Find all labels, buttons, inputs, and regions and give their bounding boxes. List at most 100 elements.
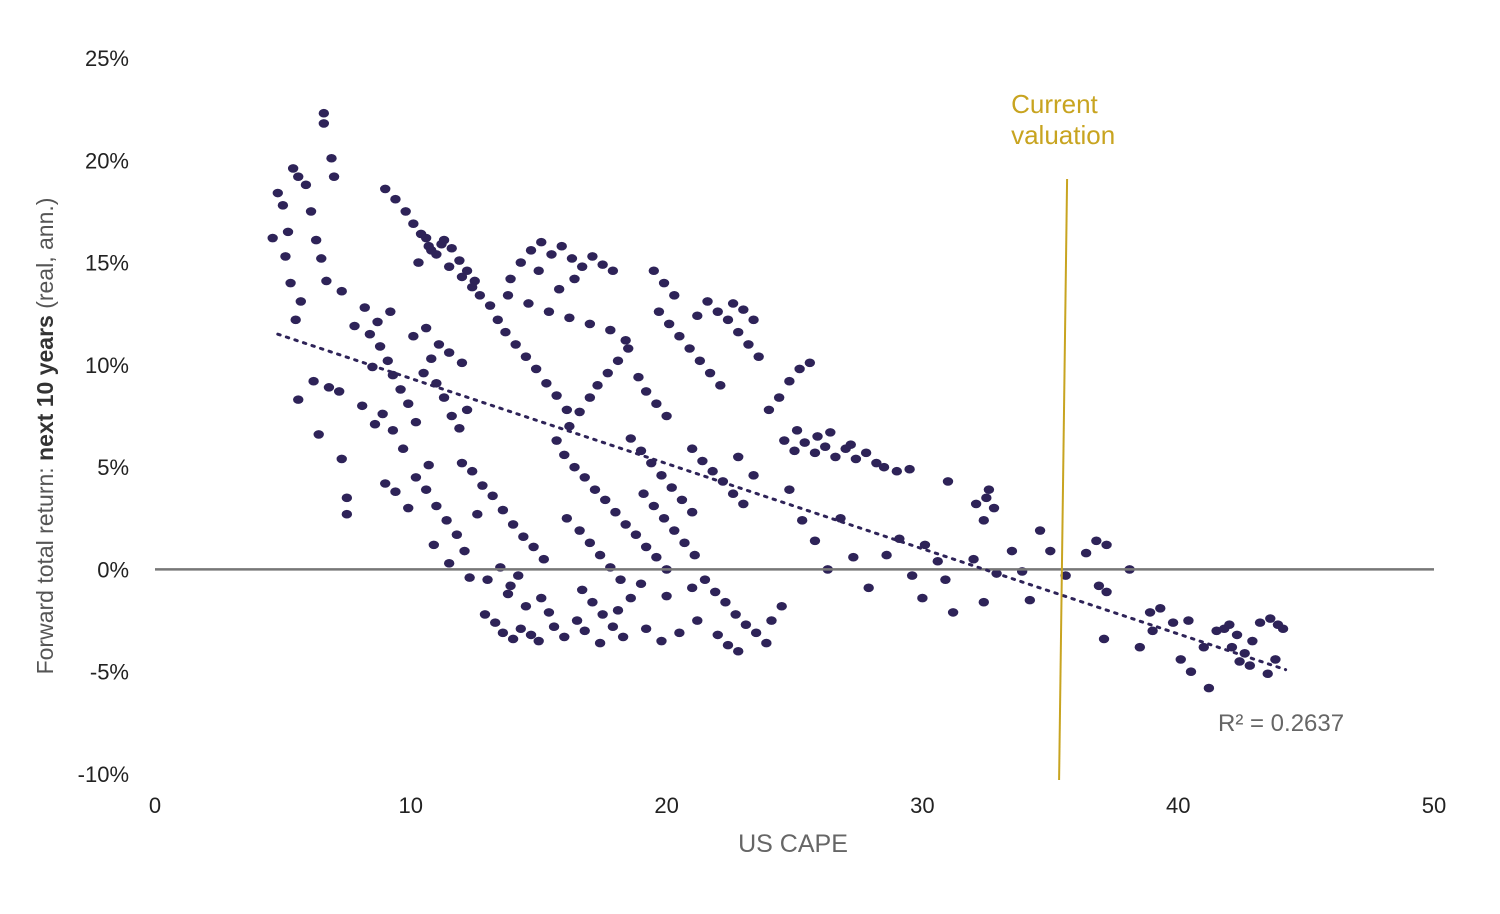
data-point <box>541 378 552 388</box>
data-point <box>446 243 457 253</box>
data-point <box>1270 655 1281 664</box>
data-point <box>763 405 775 415</box>
data-point <box>1034 526 1046 535</box>
data-point <box>625 434 636 443</box>
x-tick-label: 20 <box>654 793 678 818</box>
data-point <box>484 301 496 310</box>
data-point <box>574 526 585 535</box>
data-point <box>456 458 468 468</box>
data-point <box>784 485 795 494</box>
y-axis-ticks: 25% 20% 15% 10% 5% 0% -5% -10% <box>78 46 129 787</box>
data-point <box>1134 642 1146 652</box>
data-point <box>640 624 652 634</box>
data-point <box>1024 595 1036 605</box>
data-point <box>1244 661 1256 670</box>
data-point <box>738 305 749 314</box>
data-point <box>748 315 759 325</box>
data-point <box>1254 618 1266 627</box>
data-point <box>377 409 388 419</box>
data-point <box>1147 626 1158 636</box>
data-point <box>640 542 652 552</box>
data-point <box>692 616 703 625</box>
data-point <box>620 336 631 345</box>
data-point <box>543 307 555 316</box>
data-point <box>594 550 606 560</box>
data-point <box>1101 587 1112 597</box>
data-point <box>809 448 821 458</box>
data-point <box>743 340 754 349</box>
data-point <box>891 466 903 476</box>
data-point <box>390 194 401 204</box>
data-point <box>341 509 353 519</box>
data-point <box>707 466 718 476</box>
data-point <box>612 356 624 366</box>
data-point <box>305 207 317 216</box>
data-point <box>466 466 478 476</box>
data-point <box>438 393 450 402</box>
data-point <box>515 624 526 634</box>
data-point <box>589 485 601 494</box>
data-point <box>420 233 432 243</box>
data-point <box>1183 616 1194 625</box>
data-point <box>625 593 636 603</box>
data-point <box>443 348 455 357</box>
data-point <box>579 473 590 482</box>
data-point <box>1101 540 1112 550</box>
data-points <box>267 108 1289 693</box>
data-point <box>584 393 596 402</box>
data-point <box>525 245 537 255</box>
data-point <box>548 622 560 632</box>
data-point <box>520 352 532 361</box>
data-point <box>727 489 739 499</box>
data-point <box>397 444 409 454</box>
current-valuation-label-line1: Current <box>1011 89 1098 119</box>
data-point <box>620 520 631 529</box>
data-point <box>543 608 555 617</box>
data-point <box>684 344 695 353</box>
data-point <box>679 538 690 548</box>
data-point <box>336 286 347 296</box>
data-point <box>648 266 660 276</box>
data-point <box>748 471 759 480</box>
data-point <box>390 487 401 496</box>
data-point <box>569 462 580 472</box>
data-point <box>615 575 626 584</box>
data-point <box>579 626 590 636</box>
data-point <box>715 381 726 390</box>
data-point <box>502 291 514 300</box>
data-point <box>978 516 989 525</box>
data-point <box>1231 630 1243 640</box>
data-point <box>382 356 393 366</box>
data-point <box>605 325 616 335</box>
data-point <box>607 266 619 276</box>
data-point <box>863 583 874 593</box>
data-point <box>1045 546 1056 556</box>
data-point <box>587 597 598 607</box>
x-tick-label: 0 <box>149 793 161 818</box>
data-point <box>635 579 647 589</box>
data-point <box>538 554 550 564</box>
x-tick-label: 10 <box>399 793 423 818</box>
data-point <box>697 456 708 466</box>
data-point <box>369 419 381 429</box>
data-point <box>487 491 498 501</box>
data-point <box>413 258 424 267</box>
data-point <box>584 538 596 548</box>
data-point <box>1098 634 1110 644</box>
data-point <box>559 450 570 460</box>
data-point <box>464 573 475 582</box>
data-point <box>380 184 391 194</box>
data-point <box>784 376 795 386</box>
data-point <box>561 405 573 415</box>
data-point <box>395 385 406 394</box>
y-axis-label-bold: next 10 years <box>32 315 58 461</box>
data-point <box>497 628 509 638</box>
data-point <box>809 536 821 546</box>
data-point <box>287 164 299 173</box>
data-point <box>441 516 452 525</box>
data-point <box>612 606 624 615</box>
data-point <box>607 622 619 632</box>
data-point <box>651 552 662 562</box>
data-point <box>530 364 542 374</box>
data-point <box>387 426 399 435</box>
